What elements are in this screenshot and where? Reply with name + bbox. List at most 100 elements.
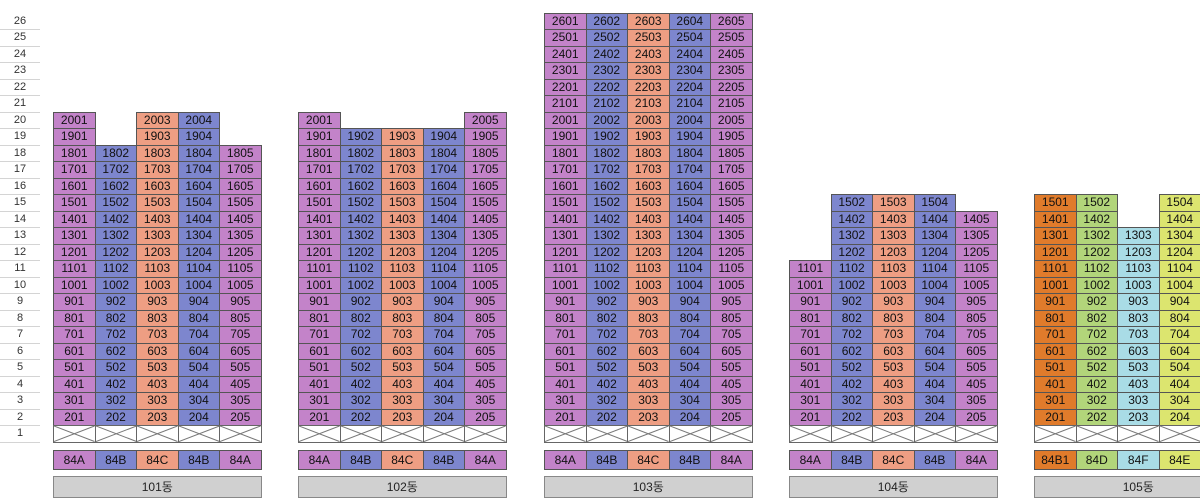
unit-cell[interactable]: 902 xyxy=(830,293,873,311)
unit-cell[interactable]: 605 xyxy=(955,342,998,360)
unit-cell[interactable]: 1502 xyxy=(585,194,628,212)
unit-cell[interactable]: 303 xyxy=(872,392,915,410)
unit-cell[interactable]: 404 xyxy=(668,375,711,393)
unit-cell[interactable]: 904 xyxy=(668,293,711,311)
unit-cell[interactable]: 1105 xyxy=(710,260,753,278)
unit-cell[interactable]: 1905 xyxy=(710,128,753,146)
unit-cell[interactable]: 1703 xyxy=(136,161,179,179)
unit-cell[interactable]: 1204 xyxy=(177,243,220,261)
unit-cell[interactable]: 805 xyxy=(219,309,262,327)
unit-cell[interactable]: 1005 xyxy=(219,276,262,294)
unit-cell[interactable]: 804 xyxy=(913,309,956,327)
unit-cell[interactable]: 303 xyxy=(1117,392,1160,410)
unit-cell[interactable]: 1101 xyxy=(544,260,587,278)
unit-cell[interactable]: 704 xyxy=(1158,326,1200,344)
unit-cell[interactable]: 305 xyxy=(955,392,998,410)
unit-cell[interactable]: 1801 xyxy=(298,144,341,162)
unit-cell[interactable]: 2201 xyxy=(544,78,587,96)
unit-cell[interactable]: 1502 xyxy=(339,194,382,212)
unit-cell[interactable]: 1802 xyxy=(339,144,382,162)
unit-cell[interactable]: 1201 xyxy=(1034,243,1077,261)
unit-cell[interactable]: 604 xyxy=(1158,342,1200,360)
unit-cell[interactable]: 802 xyxy=(585,309,628,327)
unit-cell[interactable]: 703 xyxy=(872,326,915,344)
unit-cell[interactable]: 1401 xyxy=(544,210,587,228)
unit-cell[interactable]: 2601 xyxy=(544,12,587,30)
unit-cell[interactable]: 204 xyxy=(668,408,711,426)
unit-cell[interactable]: 1102 xyxy=(339,260,382,278)
unit-cell[interactable]: 2405 xyxy=(710,45,753,63)
unit-cell[interactable]: 1504 xyxy=(913,194,956,212)
unit-cell[interactable]: 1803 xyxy=(627,144,670,162)
unit-cell[interactable]: 1501 xyxy=(544,194,587,212)
unit-cell[interactable]: 903 xyxy=(381,293,424,311)
unit-cell[interactable]: 203 xyxy=(627,408,670,426)
unit-cell[interactable]: 1804 xyxy=(668,144,711,162)
unit-cell[interactable]: 504 xyxy=(913,359,956,377)
unit-cell[interactable]: 402 xyxy=(94,375,137,393)
unit-cell[interactable]: 702 xyxy=(339,326,382,344)
unit-cell[interactable]: 1401 xyxy=(298,210,341,228)
unit-cell[interactable]: 903 xyxy=(1117,293,1160,311)
unit-cell[interactable]: 1404 xyxy=(913,210,956,228)
unit-cell[interactable]: 1104 xyxy=(913,260,956,278)
unit-cell[interactable]: 1501 xyxy=(1034,194,1077,212)
unit-cell[interactable]: 501 xyxy=(1034,359,1077,377)
unit-cell[interactable]: 2602 xyxy=(585,12,628,30)
unit-cell[interactable]: 502 xyxy=(339,359,382,377)
unit-cell[interactable]: 205 xyxy=(710,408,753,426)
unit-cell[interactable]: 2101 xyxy=(544,95,587,113)
unit-cell[interactable]: 1301 xyxy=(544,227,587,245)
unit-cell[interactable]: 1605 xyxy=(219,177,262,195)
unit-cell[interactable]: 2304 xyxy=(668,62,711,80)
unit-cell[interactable]: 904 xyxy=(913,293,956,311)
unit-cell[interactable]: 1003 xyxy=(1117,276,1160,294)
unit-cell[interactable]: 803 xyxy=(381,309,424,327)
unit-cell[interactable]: 1004 xyxy=(913,276,956,294)
unit-cell[interactable]: 1403 xyxy=(136,210,179,228)
unit-cell[interactable]: 1004 xyxy=(422,276,465,294)
unit-cell[interactable]: 1405 xyxy=(710,210,753,228)
unit-cell[interactable]: 1201 xyxy=(544,243,587,261)
unit-cell[interactable]: 302 xyxy=(830,392,873,410)
unit-cell[interactable]: 704 xyxy=(422,326,465,344)
unit-cell[interactable]: 1203 xyxy=(872,243,915,261)
unit-cell[interactable]: 401 xyxy=(789,375,832,393)
unit-cell[interactable]: 1203 xyxy=(627,243,670,261)
unit-cell[interactable]: 802 xyxy=(339,309,382,327)
unit-cell[interactable]: 204 xyxy=(1158,408,1200,426)
unit-cell[interactable]: 602 xyxy=(830,342,873,360)
unit-cell[interactable]: 1502 xyxy=(830,194,873,212)
unit-cell[interactable]: 1401 xyxy=(53,210,96,228)
unit-cell[interactable]: 1105 xyxy=(219,260,262,278)
unit-cell[interactable]: 1105 xyxy=(464,260,507,278)
unit-cell[interactable]: 405 xyxy=(464,375,507,393)
unit-cell[interactable]: 1202 xyxy=(339,243,382,261)
unit-cell[interactable]: 502 xyxy=(830,359,873,377)
unit-cell[interactable]: 1303 xyxy=(872,227,915,245)
unit-cell[interactable]: 1101 xyxy=(298,260,341,278)
unit-cell[interactable]: 901 xyxy=(53,293,96,311)
unit-cell[interactable]: 1302 xyxy=(339,227,382,245)
unit-cell[interactable]: 504 xyxy=(177,359,220,377)
unit-cell[interactable]: 604 xyxy=(177,342,220,360)
unit-cell[interactable]: 805 xyxy=(710,309,753,327)
unit-cell[interactable]: 801 xyxy=(53,309,96,327)
unit-cell[interactable]: 1504 xyxy=(1158,194,1200,212)
unit-cell[interactable]: 1305 xyxy=(955,227,998,245)
unit-cell[interactable]: 202 xyxy=(339,408,382,426)
unit-cell[interactable]: 1102 xyxy=(94,260,137,278)
unit-cell[interactable]: 305 xyxy=(464,392,507,410)
unit-cell[interactable]: 603 xyxy=(1117,342,1160,360)
unit-cell[interactable]: 205 xyxy=(955,408,998,426)
unit-cell[interactable]: 2104 xyxy=(668,95,711,113)
unit-cell[interactable]: 1404 xyxy=(177,210,220,228)
unit-cell[interactable]: 2303 xyxy=(627,62,670,80)
unit-cell[interactable]: 1002 xyxy=(1075,276,1118,294)
unit-cell[interactable]: 602 xyxy=(1075,342,1118,360)
unit-cell[interactable]: 1805 xyxy=(219,144,262,162)
unit-cell[interactable]: 1405 xyxy=(955,210,998,228)
unit-cell[interactable]: 603 xyxy=(136,342,179,360)
unit-cell[interactable]: 1402 xyxy=(1075,210,1118,228)
unit-cell[interactable]: 1103 xyxy=(872,260,915,278)
